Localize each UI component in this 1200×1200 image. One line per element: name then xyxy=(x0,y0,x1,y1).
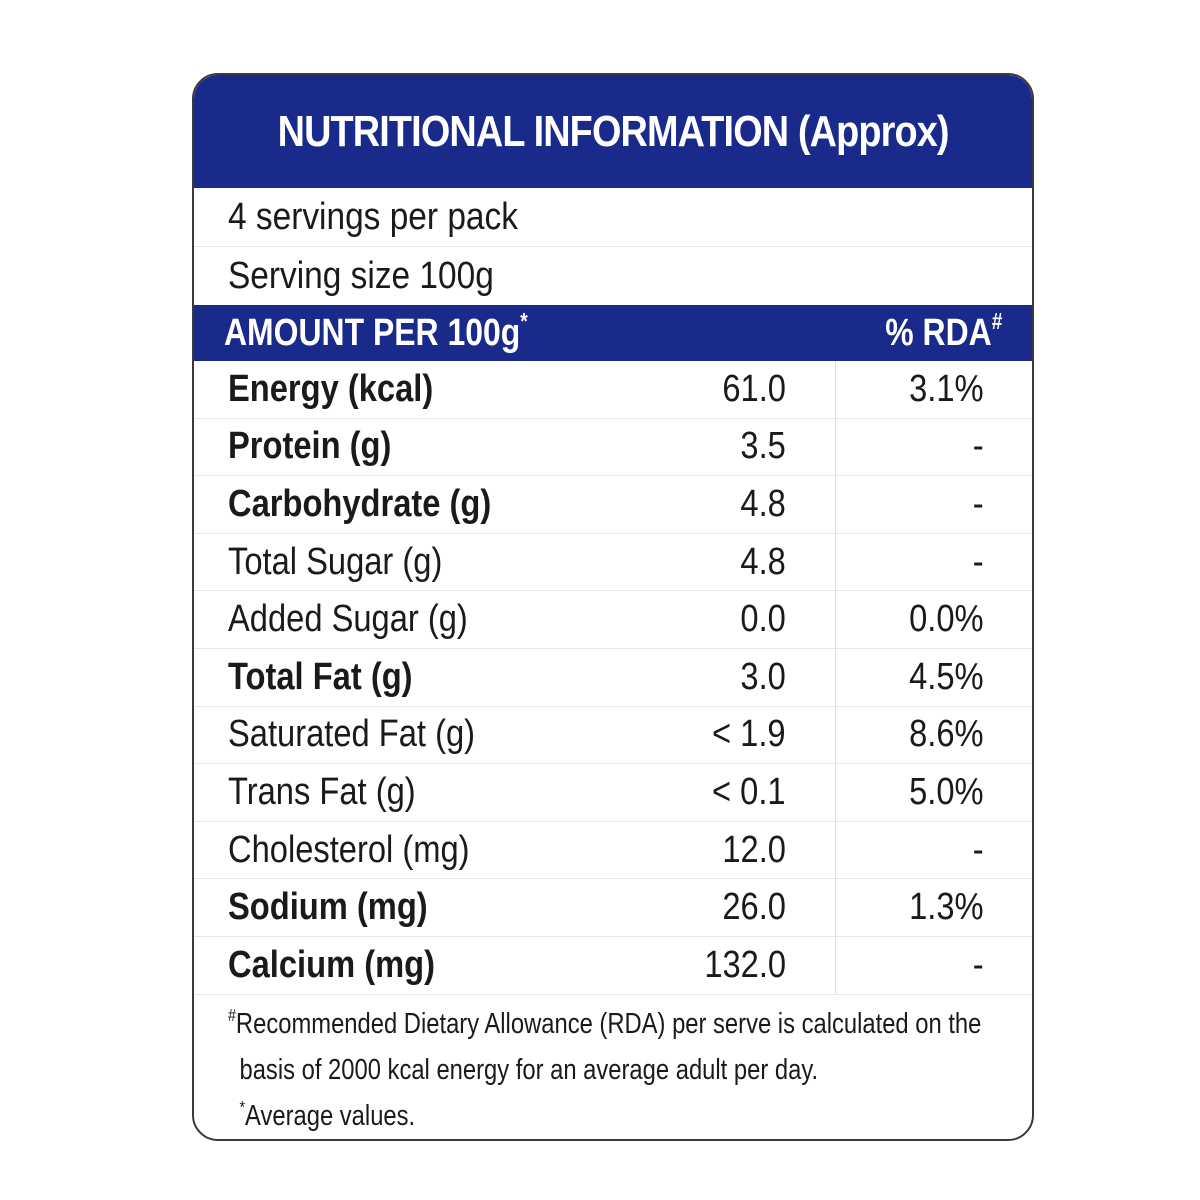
average-footnote-marker: * xyxy=(239,1096,246,1117)
servings-per-pack-row: 4 servings per pack xyxy=(194,188,1032,247)
label-title: NUTRITIONAL INFORMATION (Approx) xyxy=(277,106,949,156)
table-row: Trans Fat (g) < 0.1 5.0% xyxy=(194,764,1032,822)
table-row: Total Sugar (g) 4.8 - xyxy=(194,534,1032,592)
nutrient-amount: 3.0 xyxy=(740,655,786,698)
nutrient-name: Saturated Fat (g) xyxy=(228,713,476,756)
nutrient-rda: 3.1% xyxy=(909,367,984,410)
nutrient-rda: 5.0% xyxy=(909,770,984,813)
table-row: Energy (kcal) 61.0 3.1% xyxy=(194,361,1032,419)
footnotes: #Recommended Dietary Allowance (RDA) per… xyxy=(194,995,1032,1139)
nutrient-table: Energy (kcal) 61.0 3.1% Protein (g) 3.5 … xyxy=(194,361,1032,995)
nutrient-name: Cholesterol (mg) xyxy=(228,828,470,871)
servings-per-pack: 4 servings per pack xyxy=(228,195,518,238)
nutrient-name: Calcium (mg) xyxy=(228,943,436,986)
nutrient-name: Added Sugar (g) xyxy=(228,598,468,641)
nutrient-amount: 4.8 xyxy=(740,482,786,525)
serving-size-row: Serving size 100g xyxy=(194,247,1032,305)
nutrient-amount: 4.8 xyxy=(740,540,786,583)
table-row: Saturated Fat (g) < 1.9 8.6% xyxy=(194,707,1032,765)
amount-asterisk: * xyxy=(520,307,528,334)
rda-footnote-line-1: #Recommended Dietary Allowance (RDA) per… xyxy=(228,1001,981,1047)
nutrient-rda: - xyxy=(973,943,984,986)
nutrient-rda: 1.3% xyxy=(909,886,984,929)
nutrient-amount: 61.0 xyxy=(722,367,786,410)
nutrient-amount: < 0.1 xyxy=(712,770,786,813)
nutrient-name: Total Fat (g) xyxy=(228,655,413,698)
rda-hash: # xyxy=(991,307,1002,334)
table-row: Cholesterol (mg) 12.0 - xyxy=(194,822,1032,880)
table-row: Protein (g) 3.5 - xyxy=(194,419,1032,477)
average-values-footnote: *Average values. xyxy=(228,1093,871,1139)
nutrient-rda: 4.5% xyxy=(909,655,984,698)
nutrient-rda: - xyxy=(973,482,984,525)
rda-header-label: % RDA xyxy=(884,311,992,354)
table-row: Carbohydrate (g) 4.8 - xyxy=(194,476,1032,534)
nutrient-amount: 26.0 xyxy=(722,886,786,929)
nutrient-rda: - xyxy=(973,828,984,871)
nutrition-label-card: NUTRITIONAL INFORMATION (Approx) 4 servi… xyxy=(192,73,1034,1141)
nutrient-name: Total Sugar (g) xyxy=(228,540,443,583)
nutrient-name: Carbohydrate (g) xyxy=(228,482,492,525)
rda-footnote-text-1: Recommended Dietary Allowance (RDA) per … xyxy=(235,1007,982,1040)
amount-header: AMOUNT PER 100g* xyxy=(224,309,528,355)
nutrient-amount: 12.0 xyxy=(722,828,786,871)
column-divider xyxy=(835,361,836,995)
nutrient-amount: 132.0 xyxy=(704,943,786,986)
nutrient-name: Trans Fat (g) xyxy=(228,770,416,813)
nutrient-amount: 3.5 xyxy=(740,425,786,468)
nutrient-rda: - xyxy=(973,425,984,468)
table-row: Added Sugar (g) 0.0 0.0% xyxy=(194,591,1032,649)
nutrient-name: Energy (kcal) xyxy=(228,367,434,410)
nutrient-rda: 0.0% xyxy=(909,598,984,641)
nutrient-amount: 0.0 xyxy=(740,598,786,641)
nutrient-amount: < 1.9 xyxy=(712,713,786,756)
table-row: Total Fat (g) 3.0 4.5% xyxy=(194,649,1032,707)
amount-header-label: AMOUNT PER 100g xyxy=(224,311,521,354)
nutrient-rda: - xyxy=(973,540,984,583)
title-band: NUTRITIONAL INFORMATION (Approx) xyxy=(194,75,1032,188)
nutrient-name: Protein (g) xyxy=(228,425,392,468)
table-row: Sodium (mg) 26.0 1.3% xyxy=(194,879,1032,937)
average-footnote-text: Average values. xyxy=(245,1099,416,1132)
table-row: Calcium (mg) 132.0 - xyxy=(194,937,1032,995)
rda-header: % RDA# xyxy=(884,309,1002,355)
column-header-band: AMOUNT PER 100g* % RDA# xyxy=(194,305,1032,361)
serving-size: Serving size 100g xyxy=(228,254,494,297)
rda-footnote-marker: # xyxy=(228,1004,236,1025)
rda-footnote-line-2: basis of 2000 kcal energy for an average… xyxy=(239,1053,819,1086)
nutrient-rda: 8.6% xyxy=(909,713,984,756)
nutrient-name: Sodium (mg) xyxy=(228,886,428,929)
